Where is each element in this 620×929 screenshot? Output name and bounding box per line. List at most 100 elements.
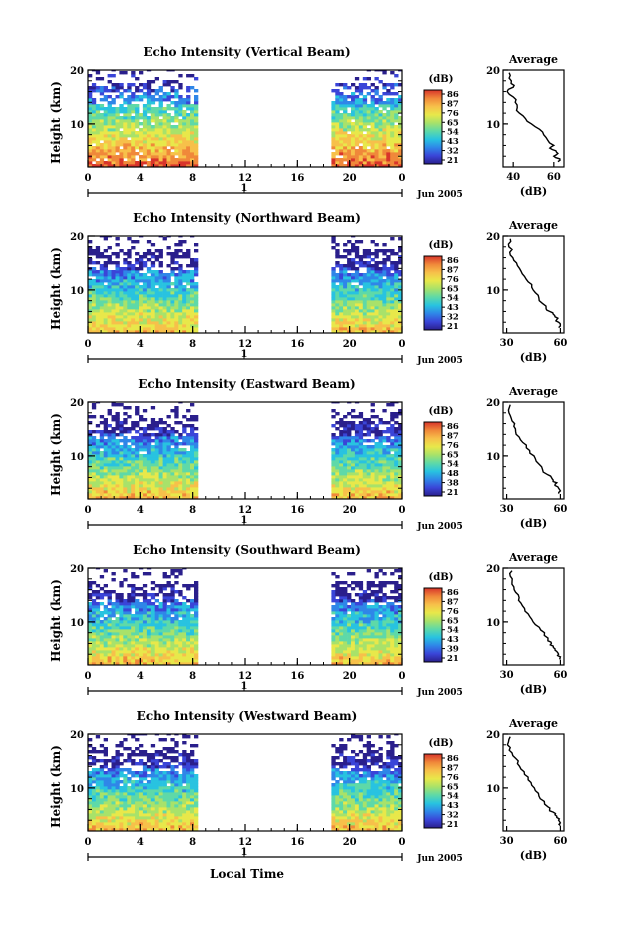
heatmap-cell <box>178 608 183 612</box>
heatmap-cell <box>170 569 175 573</box>
heatmap-cell <box>194 131 199 135</box>
heatmap-cell <box>91 614 97 618</box>
heatmap-cell <box>111 282 116 286</box>
heatmap-cell <box>88 116 93 120</box>
heatmap-cell <box>103 155 108 159</box>
heatmap-cell <box>95 270 101 274</box>
heatmap-cell <box>178 478 183 482</box>
heatmap-cell <box>115 300 120 304</box>
heatmap-cell <box>182 104 187 108</box>
heatmap-cell <box>142 448 148 452</box>
heatmap-cell <box>351 291 356 295</box>
heatmap-cell <box>103 324 108 328</box>
heatmap-cell <box>347 421 352 425</box>
heatmap-cell <box>182 306 187 310</box>
heatmap-cell <box>107 119 112 123</box>
heatmap-cell <box>362 427 368 431</box>
heatmap-cell <box>170 626 175 630</box>
heatmap-cell <box>194 644 199 648</box>
heatmap-cell <box>343 496 348 500</box>
heatmap-cell <box>378 309 383 313</box>
heatmap-cell <box>335 83 340 87</box>
heatmap-cell <box>354 466 360 470</box>
heatmap-cell <box>150 143 156 147</box>
profile-y-tick-label: 10 <box>486 286 500 297</box>
heatmap-cell <box>115 463 120 467</box>
heatmap-cell <box>386 125 391 129</box>
heatmap-cell <box>166 653 171 657</box>
heatmap-cell <box>91 466 97 470</box>
heatmap-cell <box>190 155 195 159</box>
heatmap-cell <box>131 647 136 651</box>
heatmap-cell <box>174 490 179 494</box>
heatmap-cell <box>190 104 195 108</box>
heatmap-cell <box>378 288 383 292</box>
heatmap-cell <box>127 119 132 123</box>
heatmap-cell <box>170 662 175 666</box>
heatmap-cell <box>135 644 140 648</box>
heatmap-cell <box>390 647 395 651</box>
heatmap-cell <box>370 475 375 479</box>
heatmap-cell <box>366 424 371 428</box>
heatmap-cell <box>370 330 375 334</box>
heatmap-cell <box>162 291 167 295</box>
heatmap-cell <box>178 306 183 310</box>
heatmap-cell <box>150 288 156 292</box>
heatmap-cell <box>127 249 132 253</box>
heatmap-cell <box>131 309 136 313</box>
heatmap-cell <box>142 409 148 413</box>
heatmap-cell <box>88 131 93 135</box>
heatmap-cell <box>91 662 97 666</box>
heatmap-cell <box>354 436 360 440</box>
heatmap-cell <box>139 427 144 431</box>
heatmap-cell <box>343 659 348 663</box>
heatmap-cell <box>146 240 152 244</box>
heatmap-cell <box>119 119 124 123</box>
heatmap-cell <box>182 602 187 606</box>
x-tick-label: 0 <box>85 339 92 350</box>
heatmap-cell <box>182 644 187 648</box>
heatmap-cell <box>123 487 128 491</box>
heatmap-cell <box>378 484 383 488</box>
heatmap-cell <box>398 279 403 283</box>
heatmap-cell <box>150 134 156 138</box>
heatmap-cell <box>115 321 120 325</box>
heatmap-cell <box>123 101 128 105</box>
heatmap-cell <box>103 430 108 434</box>
heatmap-cell <box>386 119 391 123</box>
heatmap-cell <box>186 324 191 328</box>
heatmap-cell <box>158 472 163 476</box>
heatmap-cell <box>150 463 156 467</box>
heatmap-cell <box>158 469 163 473</box>
heatmap-cell <box>174 472 179 476</box>
heatmap-cell <box>174 158 179 162</box>
heatmap-cell <box>339 433 344 437</box>
heatmap-cell <box>182 460 187 464</box>
heatmap-cell <box>174 309 179 313</box>
heatmap-cell <box>335 451 340 455</box>
heatmap-cell <box>95 460 101 464</box>
heatmap-cell <box>354 433 360 437</box>
heatmap-cell <box>107 155 112 159</box>
heatmap-cell <box>394 412 399 416</box>
heatmap-cell <box>103 490 108 494</box>
heatmap-cell <box>343 294 348 298</box>
heatmap-cell <box>194 481 199 485</box>
heatmap-cell <box>91 252 97 256</box>
heatmap-cell <box>182 496 187 500</box>
heatmap-cell <box>362 656 368 660</box>
heatmap-cell <box>339 439 344 443</box>
heatmap-cell <box>127 475 132 479</box>
heatmap-cell <box>343 638 348 642</box>
heatmap-cell <box>178 288 183 292</box>
heatmap-cell <box>150 478 156 482</box>
heatmap-cell <box>91 294 97 298</box>
heatmap-cell <box>398 596 403 600</box>
heatmap-cell <box>170 623 175 627</box>
heatmap-cell <box>111 629 116 633</box>
heatmap-cell <box>123 445 128 449</box>
heatmap-cell <box>150 611 156 615</box>
heatmap-cell <box>135 297 140 301</box>
heatmap-cell <box>362 659 368 663</box>
heatmap-cell <box>370 128 375 132</box>
